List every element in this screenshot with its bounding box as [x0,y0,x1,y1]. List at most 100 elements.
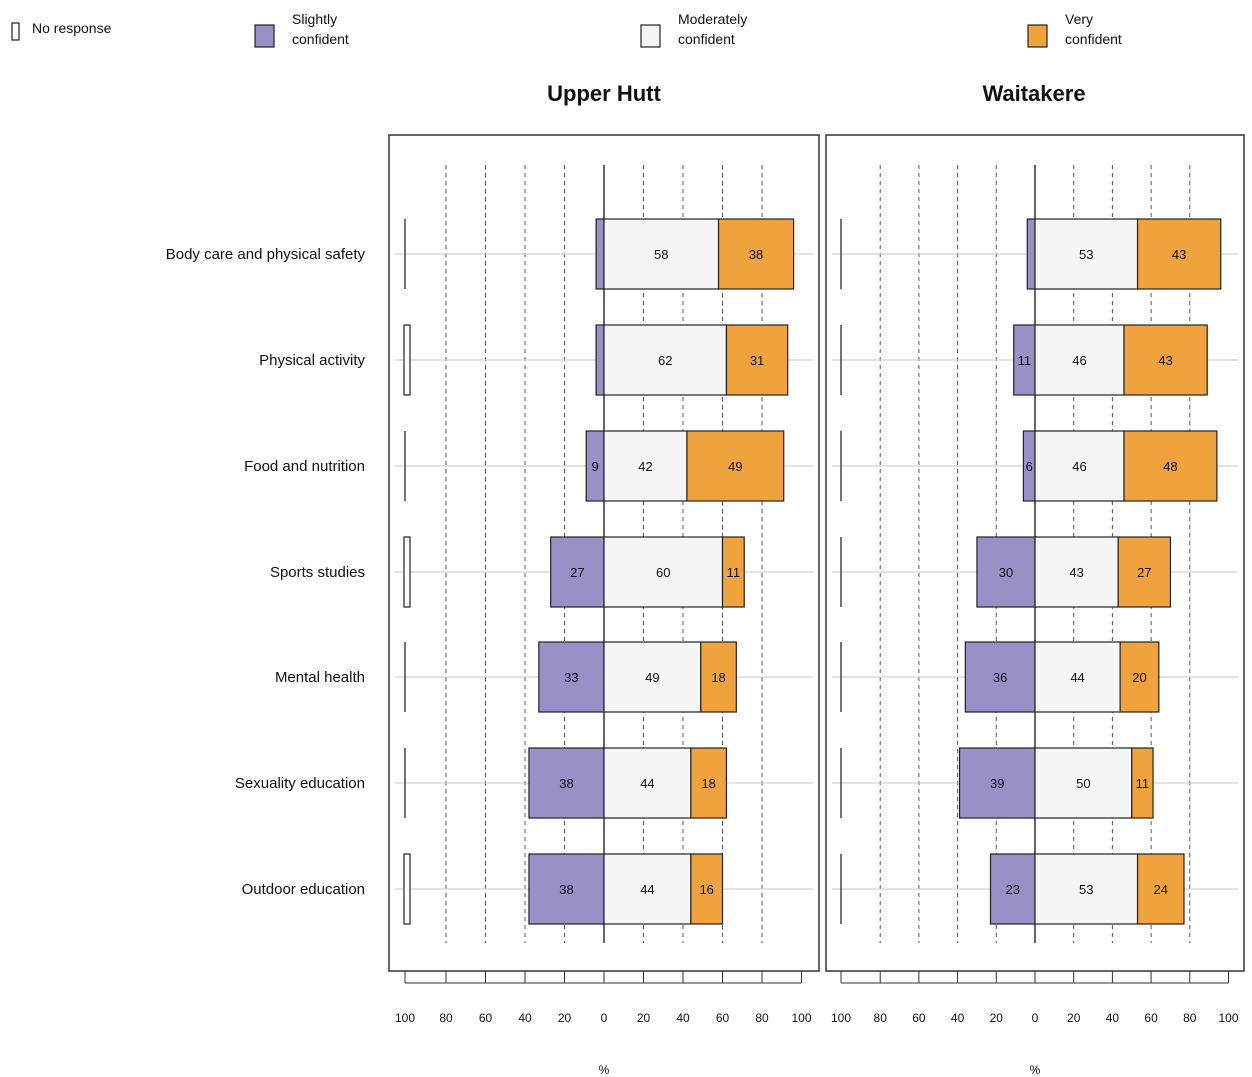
no-response-bar [403,324,411,396]
bar-slightly [528,747,605,819]
bar-very [690,747,728,819]
legend-swatch-slightly [254,24,275,48]
tick-label: 20 [1067,1011,1081,1025]
tick-label: 0 [1032,1011,1039,1025]
value-label-very: 11 [727,565,741,580]
bar-very [690,853,724,925]
bar-very [725,324,789,396]
legend-item-moderately: Moderately confident [640,11,747,48]
legend-item-very: Very confident [1027,11,1122,48]
legend-swatch-no_response [11,22,20,41]
value-label-very: 20 [1132,670,1146,685]
category-label: Food and nutrition [244,458,365,475]
bar-very [721,536,745,608]
tick-label: 20 [990,1011,1004,1025]
tick-label: 60 [912,1011,926,1025]
bar-very [1123,324,1208,396]
value-label-very: 18 [711,670,725,685]
bar-moderately [603,430,688,502]
bar-moderately [603,218,720,290]
x-axis-label: % [599,1063,610,1077]
category-labels: Body care and physical safety Physical ac… [166,246,366,898]
legend-label-slightly-line2: confident [292,31,349,47]
value-label-moderately: 44 [640,882,654,897]
bar-slightly [976,536,1036,608]
value-label-slightly: 9 [591,459,598,474]
bar-slightly [595,324,605,396]
bar-very [1131,747,1154,819]
value-label-moderately: 46 [1072,353,1086,368]
bar-very [1117,536,1172,608]
bar-very [717,218,795,290]
no-response-bar [403,853,411,925]
bar-very [1136,853,1185,925]
bar-slightly [550,536,605,608]
bar-very [1119,641,1160,713]
value-label-moderately: 58 [654,247,668,262]
value-label-slightly: 36 [993,670,1007,685]
bar-moderately [1034,536,1119,608]
value-label-moderately: 60 [656,565,670,580]
value-label-moderately: 62 [658,353,672,368]
bar-moderately [1034,853,1139,925]
value-label-slightly: 38 [559,776,573,791]
value-label-very: 31 [750,353,764,368]
legend-label-very-line1: Very [1065,11,1093,27]
value-label-slightly: 11 [1018,353,1032,368]
value-label-very: 11 [1136,776,1150,791]
panel-upper-hutt: Upper Hutt 58 38 62 31 9 42 49 27 60 11 33 49 18 38 44 1… [388,81,820,1077]
bar-moderately [603,641,702,713]
value-label-slightly: 30 [999,565,1013,580]
tick-label: 100 [831,1011,851,1025]
legend-swatch-moderately [640,24,661,48]
tick-label: 20 [558,1011,572,1025]
legend-label-very-line2: confident [1065,31,1122,47]
legend-label-slightly-line1: Slightly [292,11,337,27]
value-label-slightly: 27 [570,565,584,580]
legend-label-no_response: No response [32,20,112,36]
tick-label: 80 [1183,1011,1197,1025]
value-label-very: 43 [1172,247,1186,262]
legend-swatch-very [1027,24,1048,48]
value-label-very: 16 [699,882,713,897]
tick-label: 100 [1218,1011,1238,1025]
value-label-very: 18 [701,776,715,791]
bar-moderately [603,324,728,396]
tick-label: 0 [601,1011,608,1025]
bar-slightly [528,853,605,925]
panel-title: Upper Hutt [547,81,661,106]
panel-waitakere: Waitakere 53 43 11 46 43 6 46 48 30 43 27 36 44 20 39 50… [825,81,1245,1077]
tick-label: 100 [395,1011,415,1025]
bar-moderately [1034,218,1139,290]
value-label-slightly: 39 [990,776,1004,791]
panel-title: Waitakere [982,81,1085,106]
value-label-very: 27 [1137,565,1151,580]
tick-label: 80 [439,1011,453,1025]
value-label-moderately: 53 [1079,247,1093,262]
legend: No response Slightly confident Moderately co… [11,11,1122,48]
legend-item-slightly: Slightly confident [254,11,349,48]
bar-very [700,641,737,713]
bar-slightly [1026,218,1036,290]
bar-moderately [1034,747,1133,819]
category-label: Sports studies [270,564,365,581]
value-label-moderately: 43 [1069,565,1083,580]
value-label-very: 49 [728,459,742,474]
x-axis-label: % [1030,1063,1041,1077]
value-label-moderately: 44 [1070,670,1084,685]
bar-moderately [603,747,692,819]
bar-slightly [538,641,605,713]
value-label-moderately: 46 [1072,459,1086,474]
value-label-moderately: 53 [1079,882,1093,897]
bar-very [1123,430,1218,502]
value-label-slightly: 6 [1026,459,1033,474]
value-label-slightly: 33 [564,670,578,685]
value-label-moderately: 50 [1076,776,1090,791]
bar-moderately [1034,430,1125,502]
bar-slightly [958,747,1036,819]
tick-label: 40 [676,1011,690,1025]
bar-slightly [595,218,605,290]
bar-moderately [1034,641,1121,713]
tick-label: 60 [716,1011,730,1025]
bar-moderately [603,853,692,925]
